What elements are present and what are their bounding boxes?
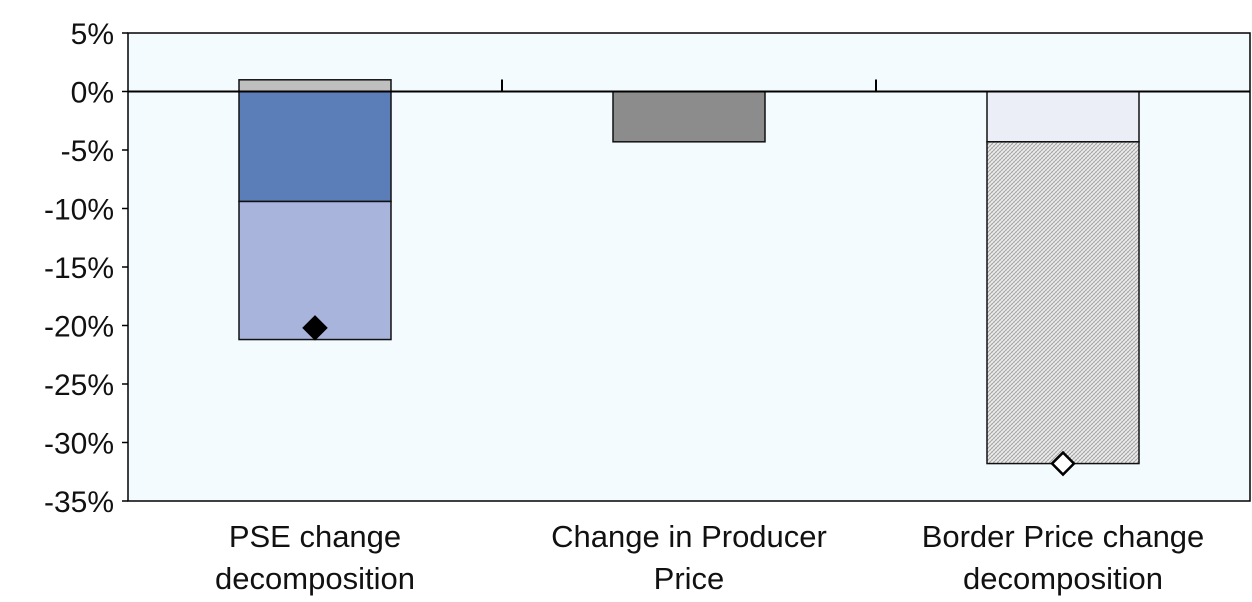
x-axis-labels: PSE change decomposition Change in Produce… (215, 519, 1204, 596)
bar-segment (238, 90, 392, 203)
y-tick-label: -35% (44, 486, 114, 519)
category-label: decomposition (963, 561, 1163, 596)
y-tick-label: -20% (44, 311, 114, 344)
markers (302, 315, 1076, 477)
bar-segment (986, 90, 1140, 143)
y-axis: 5% 0% -5% -10% -15% -20% -25% -30% -35% (44, 18, 128, 519)
bar-segment (612, 90, 766, 143)
category-label: Price (654, 561, 725, 596)
category-label: Border Price change (922, 519, 1205, 554)
bar-segment (986, 141, 1140, 465)
bar-segment (238, 79, 392, 93)
y-tick-label: 5% (71, 18, 114, 51)
category-label: Change in Producer (551, 519, 827, 554)
y-tick-label: -25% (44, 369, 114, 402)
diamond-marker (1050, 450, 1076, 477)
y-tick-label: -30% (44, 428, 114, 461)
category-label: decomposition (215, 561, 415, 596)
y-tick-label: -5% (61, 135, 114, 168)
y-tick-label: -15% (44, 252, 114, 285)
y-tick-label: 0% (71, 77, 114, 110)
category-separators (501, 79, 877, 92)
y-tick-label: -10% (44, 194, 114, 227)
category-label: PSE change (229, 519, 401, 554)
diamond-marker (302, 315, 328, 341)
